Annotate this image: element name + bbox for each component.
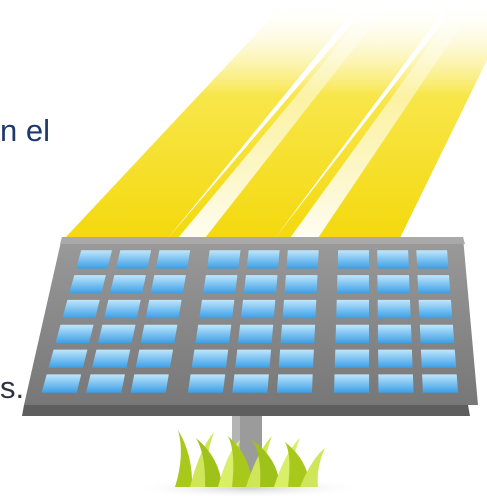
solar-cell	[235, 349, 272, 368]
solar-cell	[336, 299, 369, 319]
solar-cell	[195, 324, 232, 344]
solar-cell	[278, 349, 314, 368]
solar-cell	[203, 275, 238, 294]
solar-cells	[41, 250, 459, 393]
solar-cell	[418, 299, 453, 319]
solar-cell	[282, 299, 317, 319]
solar-cell	[377, 275, 410, 294]
solar-cell	[276, 374, 313, 393]
solar-cell	[336, 275, 369, 294]
solar-cell	[150, 275, 186, 294]
solar-cell	[238, 324, 274, 344]
solar-cell	[377, 250, 409, 269]
solar-cell	[337, 250, 369, 269]
solar-cell	[243, 275, 278, 294]
solar-cell	[284, 275, 318, 294]
solar-cell	[191, 349, 229, 368]
solar-cell	[76, 250, 112, 269]
solar-cell	[334, 374, 370, 393]
solar-cell	[246, 250, 280, 269]
solar-cell	[48, 349, 88, 368]
solar-cell	[416, 250, 449, 269]
text-fragment-bottom: s.	[0, 370, 25, 405]
grass	[175, 430, 325, 487]
solar-cell	[140, 324, 178, 344]
solar-cell	[104, 299, 141, 319]
solar-panel	[22, 237, 478, 416]
solar-cell	[240, 299, 276, 319]
solar-cell	[62, 299, 100, 319]
solar-cell	[109, 275, 146, 294]
solar-cell	[420, 349, 457, 368]
solar-cell	[377, 324, 412, 344]
solar-cell	[92, 349, 131, 368]
solar-cell	[55, 324, 94, 344]
solar-cell	[206, 250, 241, 269]
solar-cell	[69, 275, 106, 294]
solar-cell	[155, 250, 191, 269]
solar-cell	[135, 349, 174, 368]
solar-cell	[377, 299, 411, 319]
sun-rays	[65, 0, 487, 238]
solar-cell	[417, 275, 451, 294]
solar-cell	[41, 374, 82, 393]
solar-cell	[98, 324, 136, 344]
solar-cell	[419, 324, 455, 344]
solar-cell	[378, 374, 414, 393]
text-fragment-top: n el	[0, 113, 50, 148]
solar-cell	[280, 324, 316, 344]
solar-cell	[115, 250, 152, 269]
solar-cell	[286, 250, 319, 269]
solar-cell	[86, 374, 125, 393]
solar-cell	[145, 299, 182, 319]
solar-cell	[187, 374, 226, 393]
solar-cell	[199, 299, 235, 319]
solar-cell	[422, 374, 459, 393]
solar-cell	[334, 349, 370, 368]
solar-cell	[378, 349, 413, 368]
solar-cell	[232, 374, 269, 393]
solar-cell	[130, 374, 169, 393]
solar-cell	[335, 324, 370, 344]
